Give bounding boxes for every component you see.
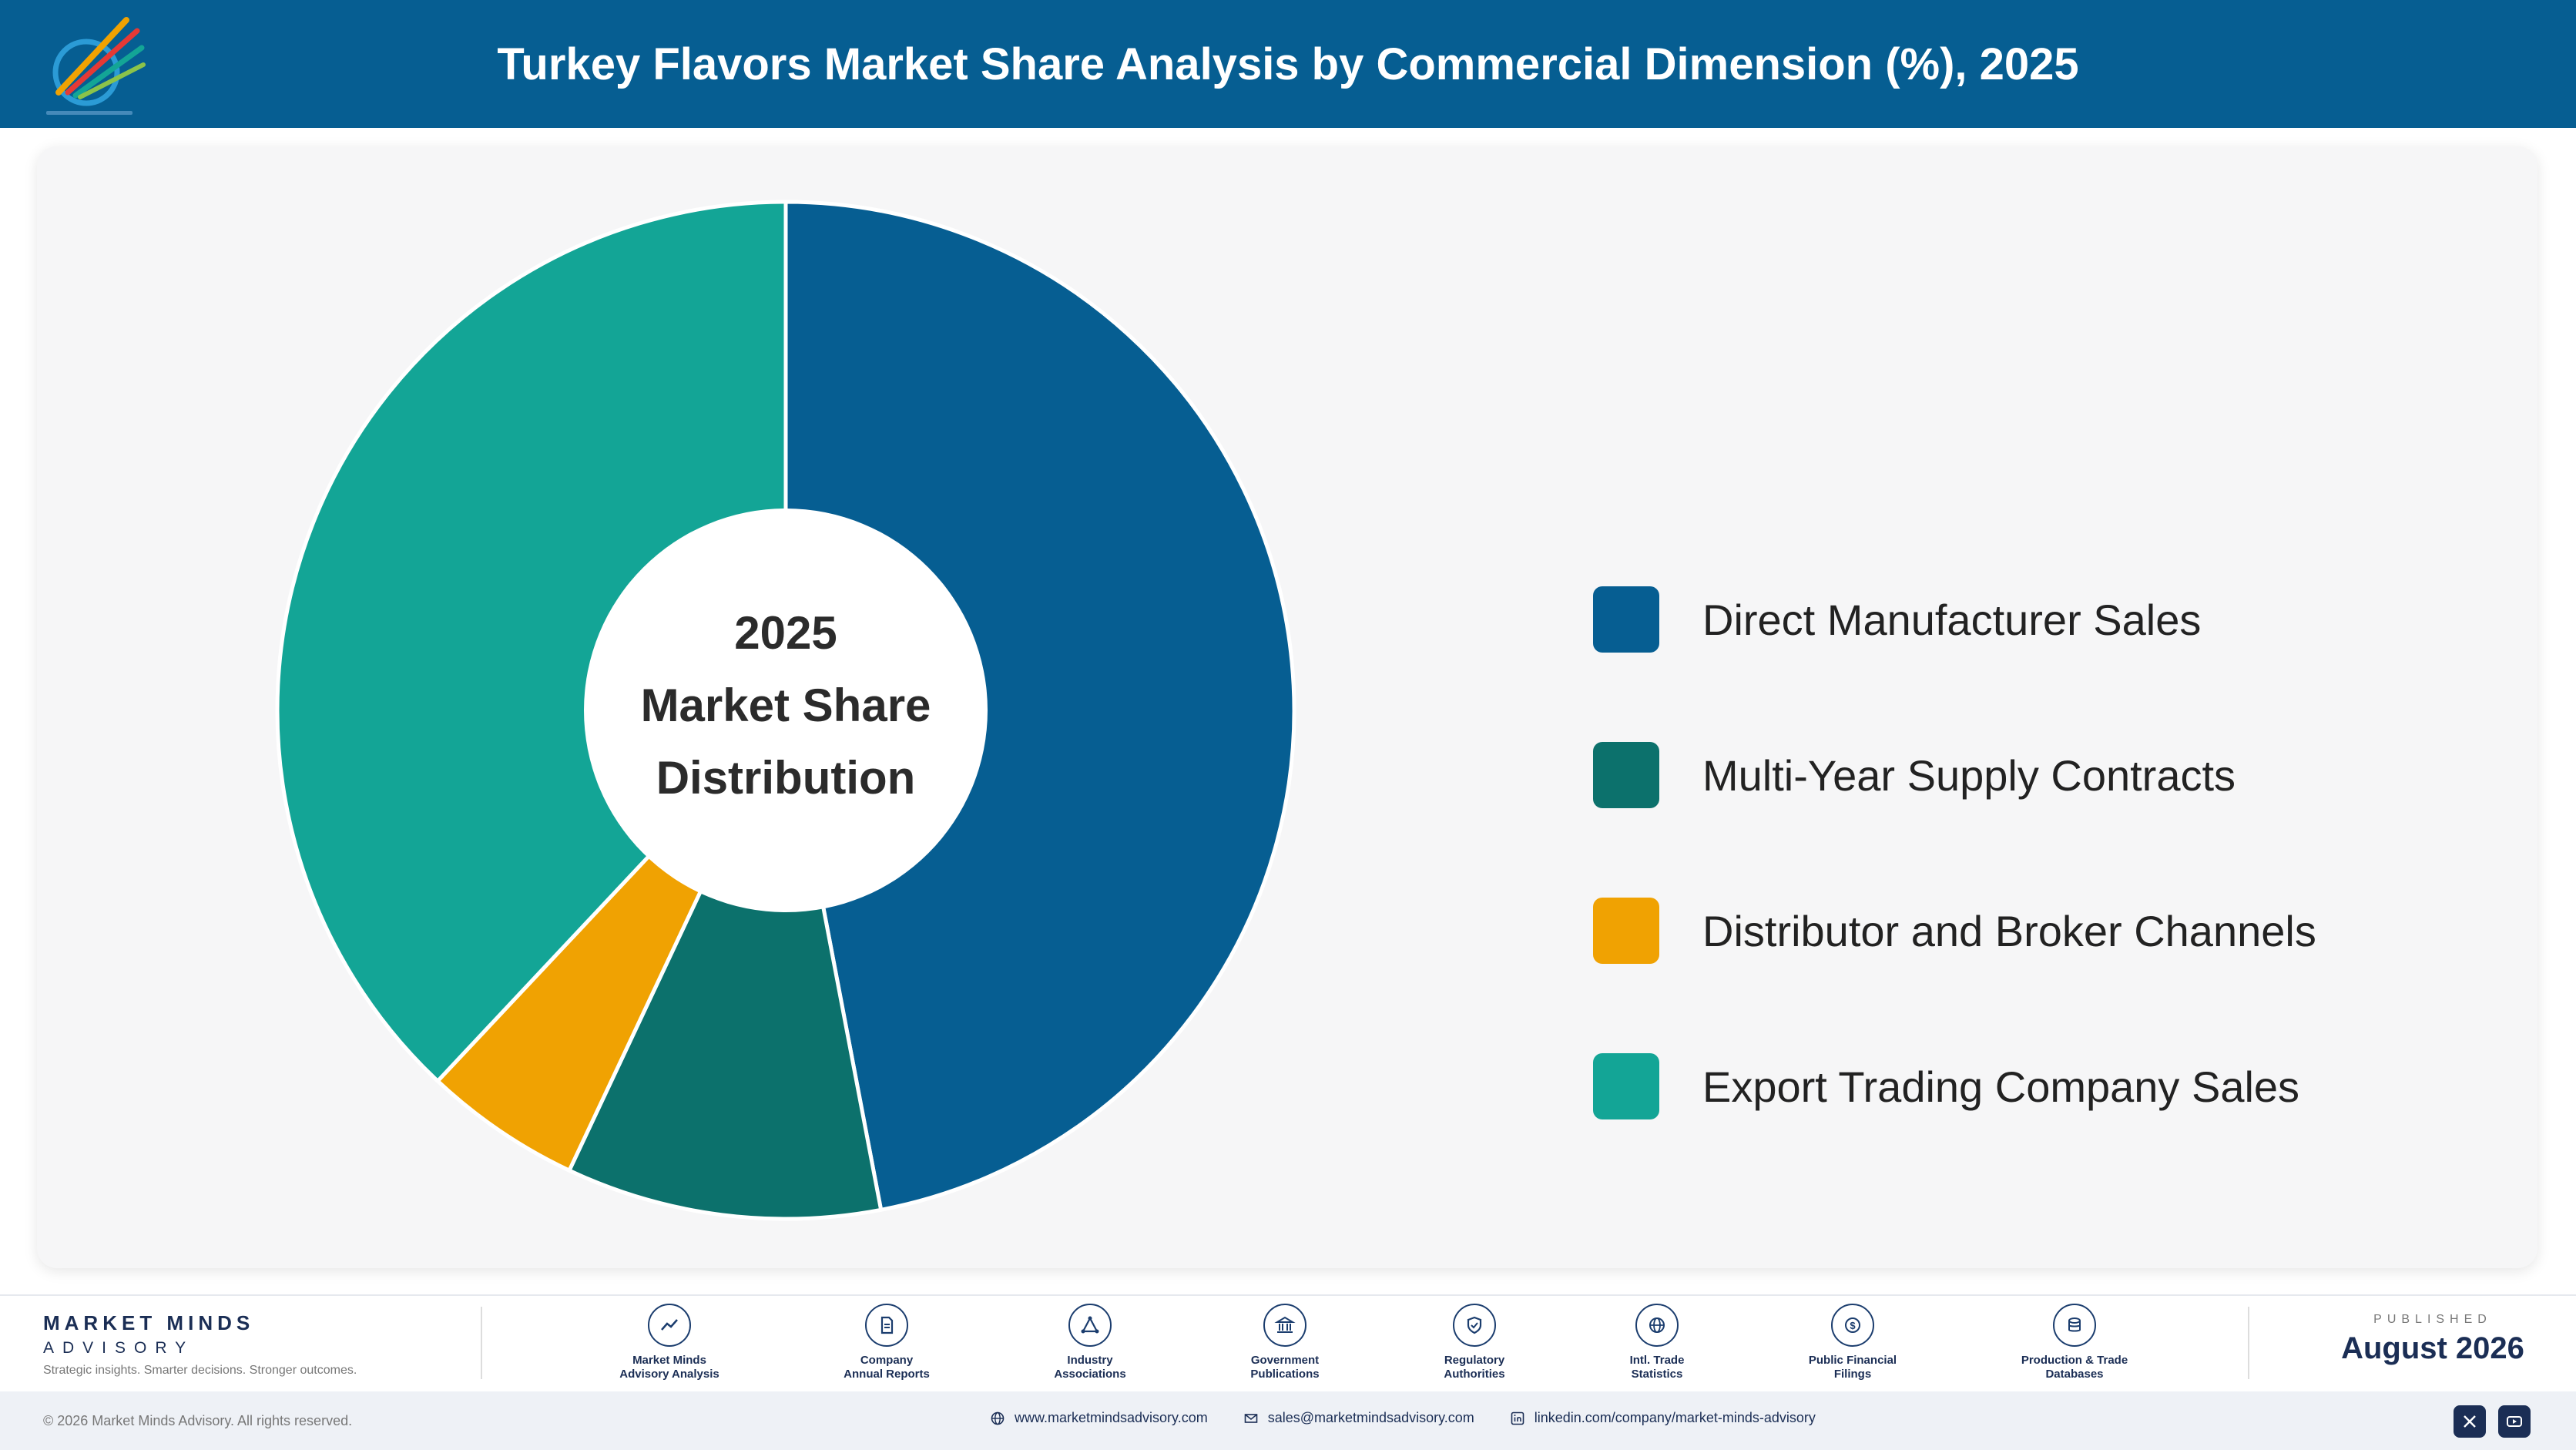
- center-label-line2: Market Share: [641, 680, 931, 731]
- globe-icon: [991, 1411, 1005, 1425]
- svg-text:$: $: [1850, 1320, 1856, 1331]
- youtube-icon: [2507, 1416, 2522, 1427]
- source-industry-associations: Industry Associations: [1013, 1304, 1167, 1381]
- source-government-publications: Government Publications: [1208, 1304, 1362, 1381]
- legend-label: Distributor and Broker Channels: [1702, 906, 2316, 955]
- legend-item: Multi-Year Supply Contracts: [1593, 741, 2316, 809]
- donut-center: [584, 509, 988, 912]
- divider: [481, 1307, 482, 1379]
- source-label: Intl. Trade Statistics: [1629, 1354, 1685, 1381]
- mail-icon: [1244, 1413, 1258, 1423]
- legend-item: Distributor and Broker Channels: [1593, 897, 2316, 965]
- divider: [2248, 1307, 2249, 1379]
- email-link[interactable]: sales@marketmindsadvisory.com: [1243, 1410, 1474, 1426]
- legend-label: Export Trading Company Sales: [1702, 1062, 2300, 1111]
- source-financial-filings: $ Public Financial Filings: [1776, 1304, 1930, 1381]
- source-label: Company Annual Reports: [844, 1354, 930, 1381]
- center-label-line3: Distribution: [656, 752, 916, 804]
- contact-links: www.marketmindsadvisory.com sales@market…: [990, 1410, 1851, 1426]
- pie-slice-direct-manufacturer-sales: [783, 200, 1296, 1213]
- footer: MARKET MINDS ADVISORY Strategic insights…: [0, 1294, 2576, 1391]
- website-text: www.marketmindsadvisory.com: [1015, 1410, 1208, 1425]
- donut-chart: 2025 Market Share Distribution: [275, 200, 1296, 1221]
- source-regulatory-authorities: Regulatory Authorities: [1397, 1304, 1551, 1381]
- source-label: Regulatory Authorities: [1444, 1354, 1505, 1381]
- chart-legend: Direct Manufacturer Sales Multi-Year Sup…: [1593, 586, 2316, 1208]
- header-bar: Turkey Flavors Market Share Analysis by …: [0, 0, 2576, 128]
- legend-label: Direct Manufacturer Sales: [1702, 595, 2202, 644]
- center-label-line1: 2025: [734, 607, 837, 659]
- published-block: PUBLISHED August 2026: [2333, 1313, 2533, 1366]
- website-link[interactable]: www.marketmindsadvisory.com: [990, 1410, 1208, 1426]
- document-icon: [865, 1304, 908, 1347]
- network-icon: [1068, 1304, 1112, 1347]
- brand-tagline: Strategic insights. Smarter decisions. S…: [43, 1364, 357, 1377]
- shield-icon: [1453, 1304, 1496, 1347]
- x-social-button[interactable]: [2454, 1405, 2486, 1438]
- dollar-icon: $: [1831, 1304, 1874, 1347]
- youtube-social-button[interactable]: [2498, 1405, 2531, 1438]
- page-title: Turkey Flavors Market Share Analysis by …: [497, 39, 2079, 89]
- pie-slice-export-trading-company-sales: [275, 200, 788, 1084]
- x-icon: [2464, 1415, 2476, 1428]
- source-production-databases: Production & Trade Databases: [1997, 1304, 2152, 1381]
- source-label: Government Publications: [1250, 1354, 1320, 1381]
- legend-swatch: [1593, 586, 1659, 653]
- published-label: PUBLISHED: [2373, 1313, 2492, 1326]
- legend-item: Direct Manufacturer Sales: [1593, 586, 2316, 653]
- published-date: August 2026: [2341, 1331, 2524, 1365]
- database-icon: [2053, 1304, 2096, 1347]
- brand-subtitle: ADVISORY: [43, 1339, 195, 1357]
- linkedin-text: linkedin.com/company/market-minds-adviso…: [1534, 1410, 1816, 1425]
- source-company-reports: Company Annual Reports: [810, 1304, 964, 1381]
- copyright-text: © 2026 Market Minds Advisory. All rights…: [43, 1413, 353, 1428]
- legend-swatch: [1593, 742, 1659, 808]
- source-label: Public Financial Filings: [1808, 1354, 1897, 1381]
- chart-line-icon: [648, 1304, 691, 1347]
- legend-label: Multi-Year Supply Contracts: [1702, 750, 2236, 800]
- source-label: Production & Trade Databases: [2021, 1354, 2128, 1381]
- linkedin-link[interactable]: linkedin.com/company/market-minds-adviso…: [1510, 1410, 1816, 1426]
- source-trade-statistics: Intl. Trade Statistics: [1580, 1304, 1734, 1381]
- source-market-minds-analysis: Market Minds Advisory Analysis: [592, 1304, 746, 1381]
- linkedin-icon: [1511, 1411, 1524, 1425]
- brand-name: MARKET MINDS: [43, 1311, 255, 1334]
- source-label: Industry Associations: [1054, 1354, 1126, 1381]
- legend-item: Export Trading Company Sales: [1593, 1052, 2316, 1120]
- globe-icon: [1635, 1304, 1679, 1347]
- logo-icon: [46, 17, 146, 115]
- legend-swatch: [1593, 898, 1659, 964]
- bottom-bar: © 2026 Market Minds Advisory. All rights…: [0, 1391, 2576, 1450]
- government-building-icon: [1263, 1304, 1306, 1347]
- email-text: sales@marketmindsadvisory.com: [1267, 1410, 1474, 1425]
- legend-swatch: [1593, 1053, 1659, 1119]
- chart-card: 2025 Market Share Distribution Direct Ma…: [37, 146, 2537, 1268]
- source-label: Market Minds Advisory Analysis: [619, 1354, 719, 1381]
